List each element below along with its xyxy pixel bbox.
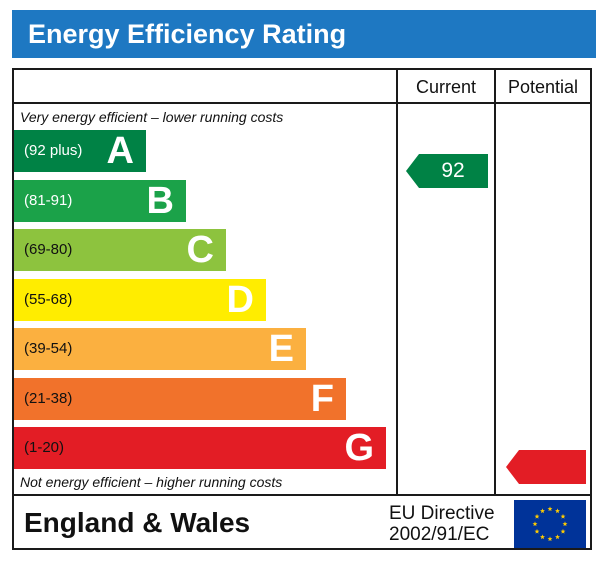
band-b-range: (81-91) <box>24 192 73 209</box>
band-f-letter: F <box>310 378 334 420</box>
current-rating-value: 92 <box>441 159 465 182</box>
band-d-range: (55-68) <box>24 291 73 308</box>
potential-arrow-shape <box>506 450 586 484</box>
current-arrow-shape <box>406 154 488 188</box>
eu-star-icon <box>555 508 560 514</box>
band-b-letter: B <box>146 180 174 222</box>
current-rating-arrow: 92 <box>406 154 488 188</box>
band-g-letter: G <box>344 427 374 469</box>
potential-column-header: Potential <box>507 77 579 97</box>
eu-star-icon <box>560 528 566 534</box>
eu-star-icon <box>540 508 545 514</box>
current-column-divider <box>396 70 398 496</box>
band-e-letter: E <box>268 328 294 370</box>
band-c-range: (69-80) <box>24 241 73 258</box>
eu-star-icon <box>534 528 540 534</box>
band-e: (39-54) E <box>14 328 306 370</box>
bottom-note: Not energy efficient – higher running co… <box>20 474 283 490</box>
potential-rating-arrow <box>506 450 586 484</box>
eu-star-icon <box>534 513 540 519</box>
band-b: (81-91) B <box>14 180 186 222</box>
footer-divider <box>14 494 590 496</box>
eu-star-icon <box>562 521 568 527</box>
band-f-range: (21-38) <box>24 390 73 407</box>
band-d-letter: D <box>226 279 254 321</box>
eu-star-icon <box>532 521 538 527</box>
header-row-divider <box>14 102 590 104</box>
eu-directive-line1: EU Directive <box>389 503 495 524</box>
potential-column-divider <box>494 70 496 496</box>
eu-star-icon <box>560 513 566 519</box>
eu-star-icon <box>547 536 553 542</box>
eu-star-icon <box>540 534 545 540</box>
eu-directive-line2: 2002/91/EC <box>389 524 490 545</box>
chart-title: Energy Efficiency Rating <box>28 19 347 49</box>
region-label: England & Wales <box>24 507 251 538</box>
band-f: (21-38) F <box>14 378 346 420</box>
rating-table: Current Potential Very energy efficient … <box>12 68 592 550</box>
band-a: (92 plus) A <box>14 130 146 172</box>
chart-title-banner: Energy Efficiency Rating <box>12 10 596 58</box>
band-a-letter: A <box>106 130 134 172</box>
band-d: (55-68) D <box>14 279 266 321</box>
eu-directive-label: EU Directive 2002/91/EC <box>389 503 495 545</box>
top-note: Very energy efficient – lower running co… <box>20 109 284 125</box>
band-c: (69-80) C <box>14 229 226 271</box>
band-e-range: (39-54) <box>24 340 73 357</box>
eu-star-icon <box>555 534 560 540</box>
current-column-header: Current <box>415 77 477 97</box>
band-g-range: (1-20) <box>24 439 65 456</box>
eu-flag-icon <box>514 500 586 548</box>
eu-star-icon <box>547 506 553 512</box>
band-a-range: (92 plus) <box>24 142 83 159</box>
band-g: (1-20) G <box>14 427 386 469</box>
band-c-letter: C <box>186 229 214 271</box>
